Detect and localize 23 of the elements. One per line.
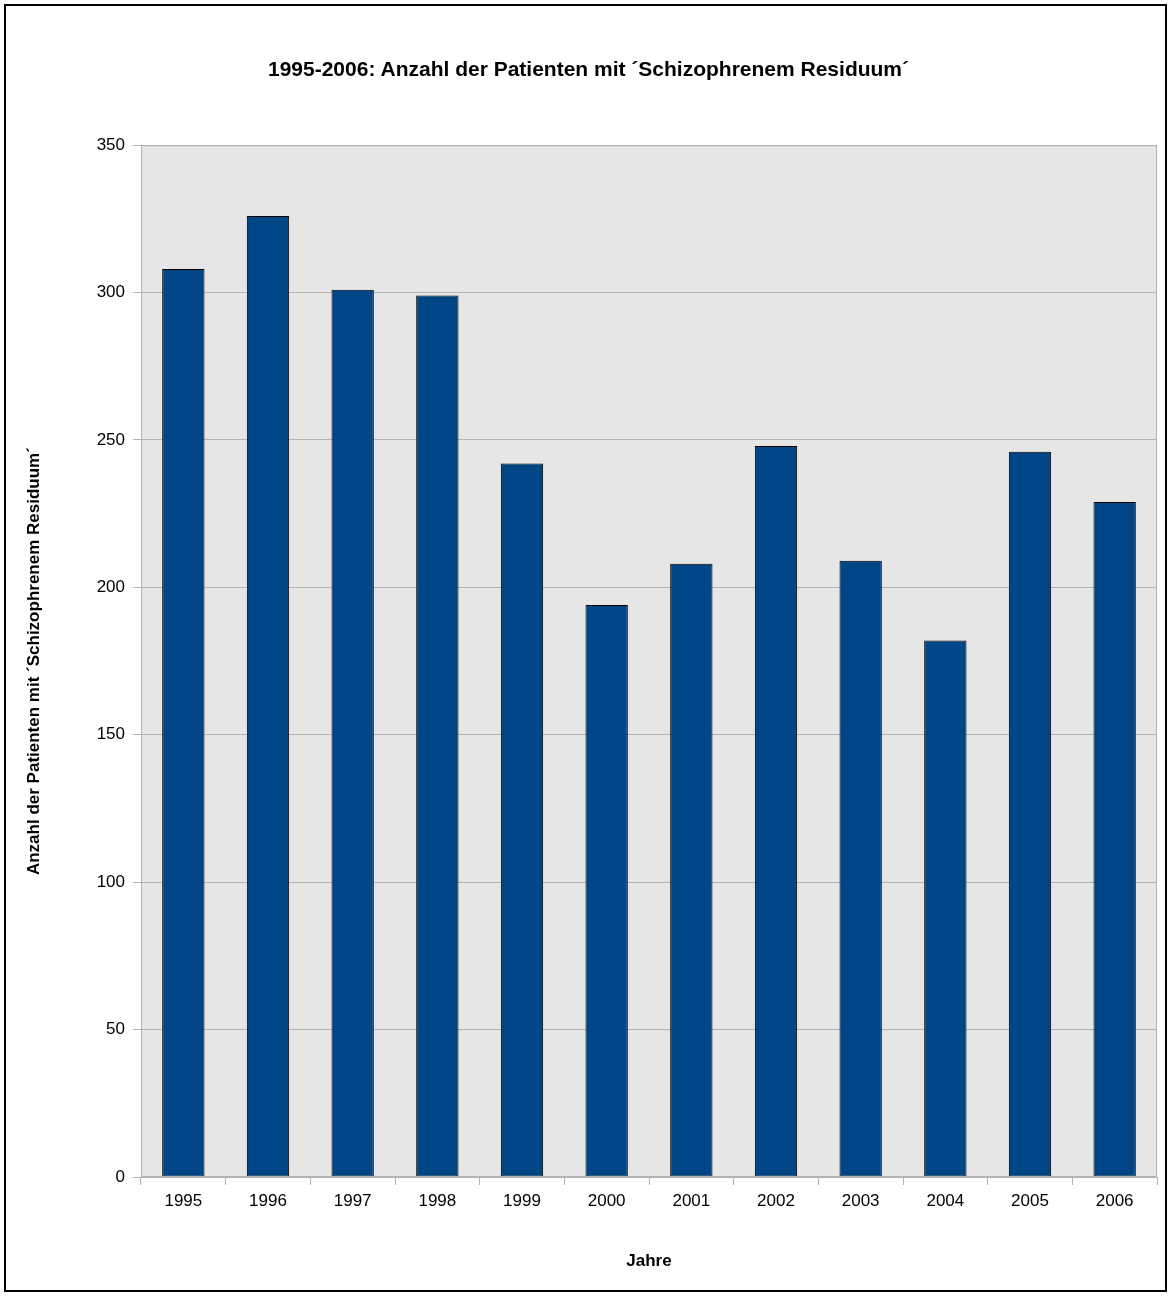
y-tick-label: 250 — [96, 429, 125, 449]
x-tick-label: 2000 — [587, 1190, 626, 1210]
y-tick-label: 0 — [115, 1166, 125, 1186]
x-tick-label: 2004 — [926, 1190, 965, 1210]
y-tick-label: 50 — [106, 1019, 125, 1039]
y-tick-label: 300 — [96, 282, 125, 302]
x-tick-label: 2003 — [841, 1190, 880, 1210]
x-tick-label: 2005 — [1011, 1190, 1049, 1210]
y-tick-label: 100 — [96, 871, 125, 891]
x-tick-label: 2001 — [672, 1190, 711, 1210]
y-tick-label: 350 — [96, 134, 125, 154]
chart-title: 1995-2006: Anzahl der Patienten mit ´Schizophrenem Residuum´ — [267, 57, 910, 81]
x-tick-label: 1996 — [249, 1190, 287, 1210]
x-axis-title: Jahre — [626, 1251, 672, 1271]
x-tick-label: 1997 — [333, 1190, 372, 1210]
x-tick-label: 1995 — [164, 1190, 203, 1210]
y-tick-label: 200 — [96, 577, 125, 597]
x-tick-label: 1998 — [418, 1190, 457, 1210]
x-tick-label: 2002 — [757, 1190, 795, 1210]
x-tick-label: 1999 — [503, 1190, 541, 1210]
y-axis-title: Anzahl der Patienten mit ´Schizophrenem Residuum´ — [23, 447, 43, 876]
x-tick-label: 2006 — [1095, 1190, 1134, 1210]
y-tick-label: 150 — [96, 724, 125, 744]
